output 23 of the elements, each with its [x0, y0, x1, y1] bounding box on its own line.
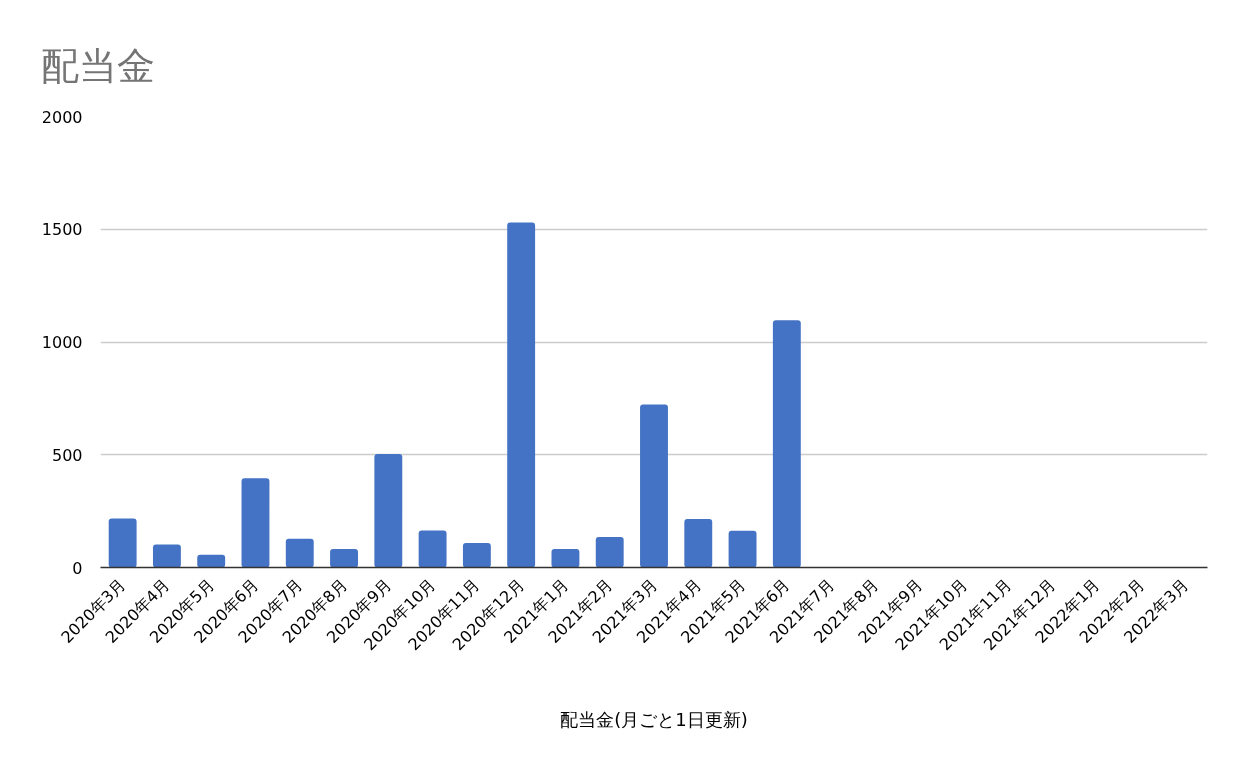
bar	[108, 518, 137, 568]
bar	[772, 320, 801, 568]
x-axis-title: 配当金(月ごと1日更新)	[560, 708, 748, 730]
bar	[640, 404, 668, 568]
chart-title: 配当金	[40, 43, 155, 88]
bar	[462, 542, 491, 568]
bar	[418, 530, 447, 568]
y-tick-label: 1500	[41, 220, 83, 240]
bar	[507, 222, 536, 568]
bar	[684, 519, 713, 568]
bar	[285, 538, 314, 568]
y-tick-label: 2000	[41, 107, 83, 127]
bar	[241, 478, 270, 568]
y-tick-label: 0	[72, 558, 83, 578]
y-tick-label: 500	[51, 445, 83, 465]
bar	[728, 530, 757, 568]
bar	[152, 544, 181, 568]
bar	[595, 537, 624, 568]
bar	[197, 554, 226, 568]
y-tick-label: 1000	[41, 333, 83, 352]
bar	[374, 454, 403, 568]
bar	[330, 549, 358, 568]
bar	[551, 549, 580, 568]
